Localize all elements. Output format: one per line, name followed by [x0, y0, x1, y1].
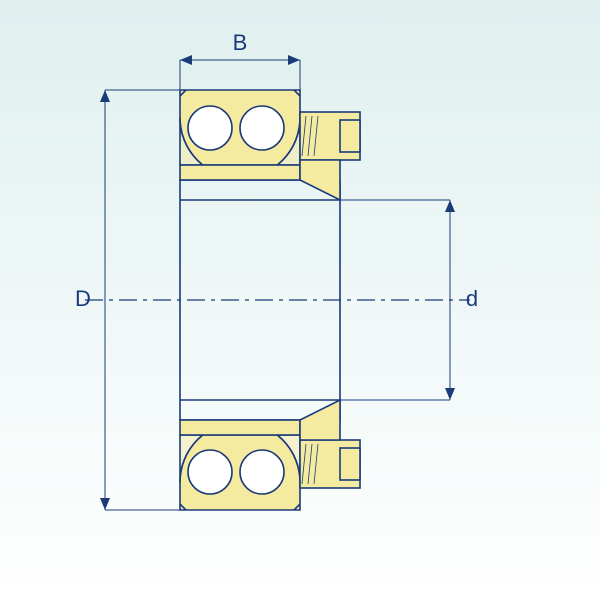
- label-outer-diameter: D: [75, 286, 91, 311]
- label-width: B: [233, 30, 248, 55]
- bearing-diagram: Dd B: [0, 0, 600, 600]
- label-bore-diameter: d: [466, 286, 478, 311]
